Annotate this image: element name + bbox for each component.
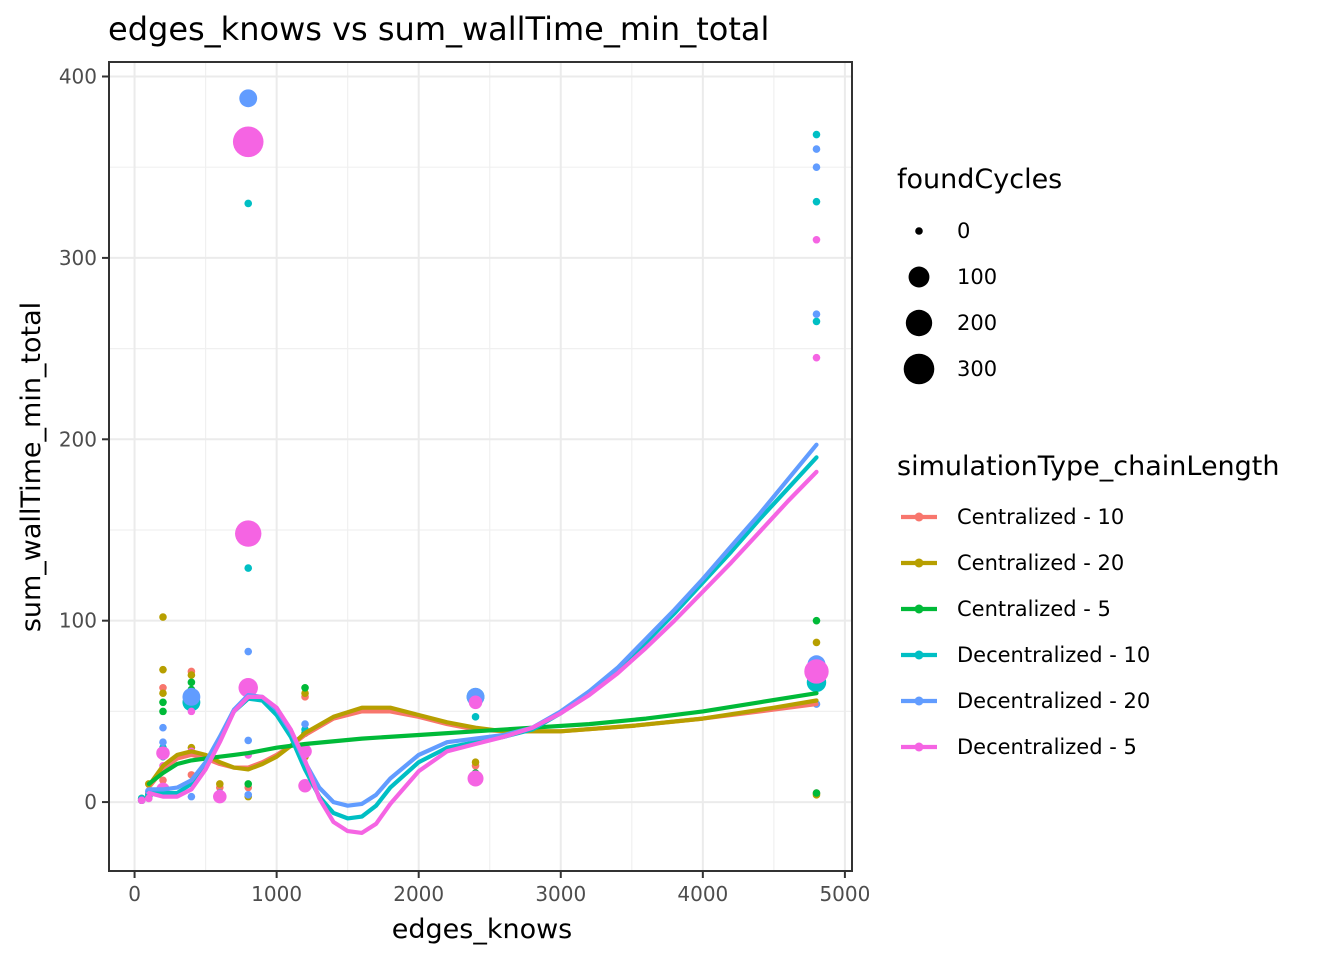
x-axis: 0 1000 2000 3000 4000 5000 — [128, 871, 870, 906]
color-legend-label: Centralized - 5 — [957, 597, 1111, 621]
panel-background — [109, 62, 852, 871]
data-point — [244, 791, 253, 799]
data-point — [812, 145, 821, 153]
size-legend-key — [915, 227, 923, 235]
smooth-lines — [146, 442, 819, 835]
y-tick-label: 300 — [59, 246, 97, 270]
size-legend-label: 100 — [957, 265, 997, 289]
data-point — [144, 794, 153, 803]
color-legend-point — [914, 558, 924, 568]
data-point — [812, 197, 821, 206]
data-point — [187, 671, 196, 679]
plot-border — [108, 61, 853, 872]
data-point — [468, 695, 483, 710]
panel-border — [108, 61, 853, 872]
size-legend-label: 200 — [957, 311, 997, 335]
x-tick-label: 3000 — [535, 882, 586, 906]
y-tick-label: 100 — [59, 609, 97, 633]
data-point — [159, 665, 167, 674]
size-legend: foundCycles 0 100 200 300 — [897, 164, 1062, 385]
data-point — [812, 638, 821, 647]
data-point — [187, 678, 196, 687]
plot-panel — [109, 62, 852, 871]
data-point — [159, 707, 167, 716]
data-point — [471, 713, 480, 721]
data-point — [232, 126, 264, 158]
data-point — [239, 89, 258, 108]
data-point — [159, 689, 167, 698]
color-legend: simulationType_chainLength Centralized -… — [897, 451, 1280, 759]
data-point — [238, 678, 258, 698]
size-legend-key — [903, 353, 935, 385]
x-tick-label: 2000 — [393, 882, 444, 906]
data-point — [159, 738, 167, 747]
smooth-line — [146, 469, 819, 835]
data-point — [244, 564, 253, 572]
data-point — [812, 317, 821, 326]
data-point — [298, 778, 312, 793]
data-point — [812, 353, 821, 362]
size-legend-key — [905, 309, 933, 337]
chart-title: edges_knows vs sum_wallTime_min_total — [108, 10, 769, 48]
y-tick-label: 0 — [84, 790, 97, 814]
size-legend-key — [908, 266, 930, 288]
data-point — [159, 776, 167, 785]
color-legend-point — [914, 650, 924, 660]
data-point — [812, 235, 821, 244]
smooth-line — [146, 698, 819, 788]
data-point — [156, 746, 170, 760]
color-legend-label: Centralized - 10 — [957, 505, 1124, 529]
y-tick-label: 400 — [59, 65, 97, 89]
size-legend-label: 300 — [957, 357, 997, 381]
data-point — [244, 647, 253, 656]
x-axis-title: edges_knows — [392, 914, 572, 945]
data-point — [187, 792, 196, 801]
data-point — [467, 770, 484, 787]
data-point — [812, 789, 821, 797]
data-point — [301, 683, 309, 692]
y-axis: 0 100 200 300 400 — [59, 65, 109, 814]
data-point — [301, 689, 309, 698]
data-point — [812, 163, 821, 172]
data-points — [137, 89, 829, 805]
data-point — [812, 130, 821, 139]
y-tick-label: 200 — [59, 427, 97, 451]
y-axis-title: sum_wallTime_min_total — [16, 302, 47, 632]
x-tick-label: 5000 — [819, 882, 870, 906]
color-legend-label: Decentralized - 20 — [957, 689, 1150, 713]
data-point — [213, 789, 227, 804]
color-legend-point — [914, 512, 924, 522]
data-point — [812, 310, 821, 318]
x-tick-label: 4000 — [677, 882, 728, 906]
data-point — [812, 616, 821, 625]
data-point — [159, 683, 167, 692]
x-tick-label: 0 — [128, 882, 141, 906]
data-point — [159, 723, 167, 732]
data-point — [182, 687, 201, 706]
color-legend-label: Centralized - 20 — [957, 551, 1124, 575]
data-point — [244, 736, 253, 745]
data-point — [159, 613, 167, 621]
data-point — [804, 659, 829, 684]
data-point — [187, 707, 196, 716]
color-legend-label: Decentralized - 5 — [957, 735, 1137, 759]
x-tick-label: 1000 — [251, 882, 302, 906]
color-legend-title: simulationType_chainLength — [897, 451, 1280, 482]
color-legend-point — [914, 742, 924, 752]
size-legend-label: 0 — [957, 219, 970, 243]
data-point — [159, 698, 167, 707]
color-legend-point — [914, 696, 924, 706]
data-point — [301, 720, 309, 728]
color-legend-point — [914, 604, 924, 614]
smooth-line — [146, 691, 819, 786]
data-point — [471, 758, 480, 766]
color-legend-label: Decentralized - 10 — [957, 643, 1150, 667]
data-point — [235, 520, 262, 547]
data-point — [244, 780, 253, 788]
data-point — [244, 199, 253, 208]
data-point — [216, 780, 224, 788]
data-point — [137, 796, 146, 805]
size-legend-title: foundCycles — [897, 164, 1062, 195]
